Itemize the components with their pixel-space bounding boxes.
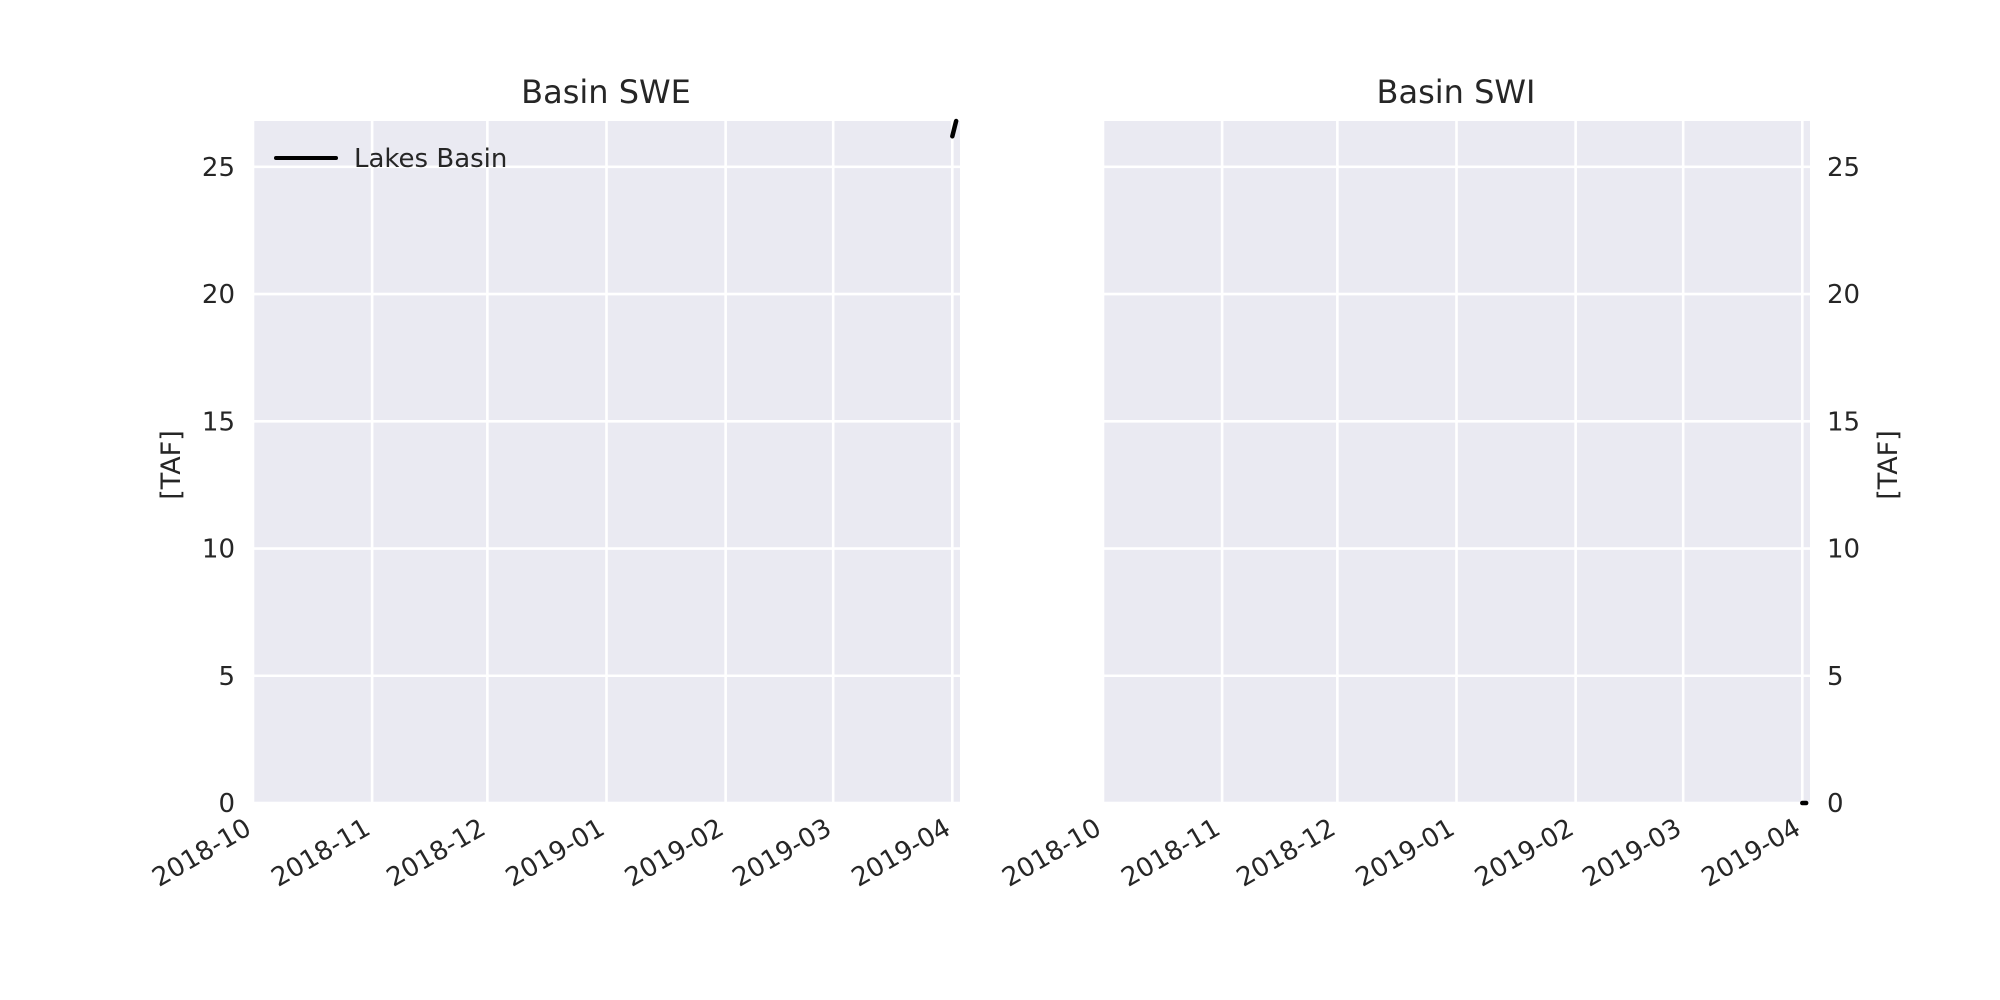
swe-y-tick-label: 0: [218, 789, 235, 819]
swi-x-tick-label: 2019-01: [1351, 813, 1460, 893]
swi-y-tick-label: 5: [1827, 662, 1844, 692]
swi-x-tick-label: 2019-02: [1470, 813, 1579, 893]
swe-x-tick-label: 2019-04: [847, 813, 956, 893]
swe-lines: [950, 118, 959, 139]
swi-x-tick-label: 2018-12: [1232, 813, 1341, 893]
swi-y-tick-label: 15: [1827, 407, 1860, 437]
swe-x-tick-label: 2018-10: [147, 813, 256, 893]
swe-x-tick-label: 2019-03: [728, 813, 837, 893]
swe-x-tick-label: 2019-01: [501, 813, 610, 893]
swe-title: Basin SWE: [521, 73, 691, 111]
swe-y-tick-label: 5: [218, 662, 235, 692]
swe-y-tick-label: 20: [202, 280, 235, 310]
swe-y-tick-label: 15: [202, 407, 235, 437]
swi-x-tick-label: 2018-11: [1117, 813, 1226, 893]
swi-y-ticks: 0 5 10 15 20 25: [1827, 153, 1860, 819]
swi-x-tick-label: 2018-10: [997, 813, 1106, 893]
swe-y-tick-label: 25: [202, 153, 235, 183]
swi-y-tick-label: 20: [1827, 280, 1860, 310]
swi-x-tick-label: 2019-04: [1697, 813, 1806, 893]
swi-y-tick-label: 25: [1827, 153, 1860, 183]
swe-y-tick-label: 10: [202, 535, 235, 565]
swi-title: Basin SWI: [1377, 73, 1536, 111]
swe-legend: Lakes Basin: [274, 144, 507, 174]
swe-y-ticks: 0 5 10 15 20 25: [202, 153, 235, 819]
swi-x-tick-label: 2019-03: [1578, 813, 1687, 893]
swi-y-tick-label: 10: [1827, 535, 1860, 565]
swe-x-tick-label: 2019-02: [620, 813, 729, 893]
swe-y-axis-label: [TAF]: [156, 430, 187, 499]
swi-y-axis-label: [TAF]: [1873, 430, 1904, 499]
swe-x-ticks: 2018-10 2018-11 2018-12 2019-01 2019-022019-…: [147, 813, 955, 893]
swe-gridlines: [251, 121, 960, 805]
swe-series-line: [950, 118, 959, 139]
swe-x-tick-label: 2018-12: [382, 813, 491, 893]
swi-y-tick-label: 0: [1827, 789, 1844, 819]
swi-gridlines: [1101, 121, 1810, 805]
swi-x-ticks: 2018-10 2018-11 2018-12 2019-01 2019-022019-…: [997, 813, 1805, 893]
legend-label-lakes-basin: Lakes Basin: [354, 144, 507, 174]
swe-x-tick-label: 2018-11: [267, 813, 376, 893]
